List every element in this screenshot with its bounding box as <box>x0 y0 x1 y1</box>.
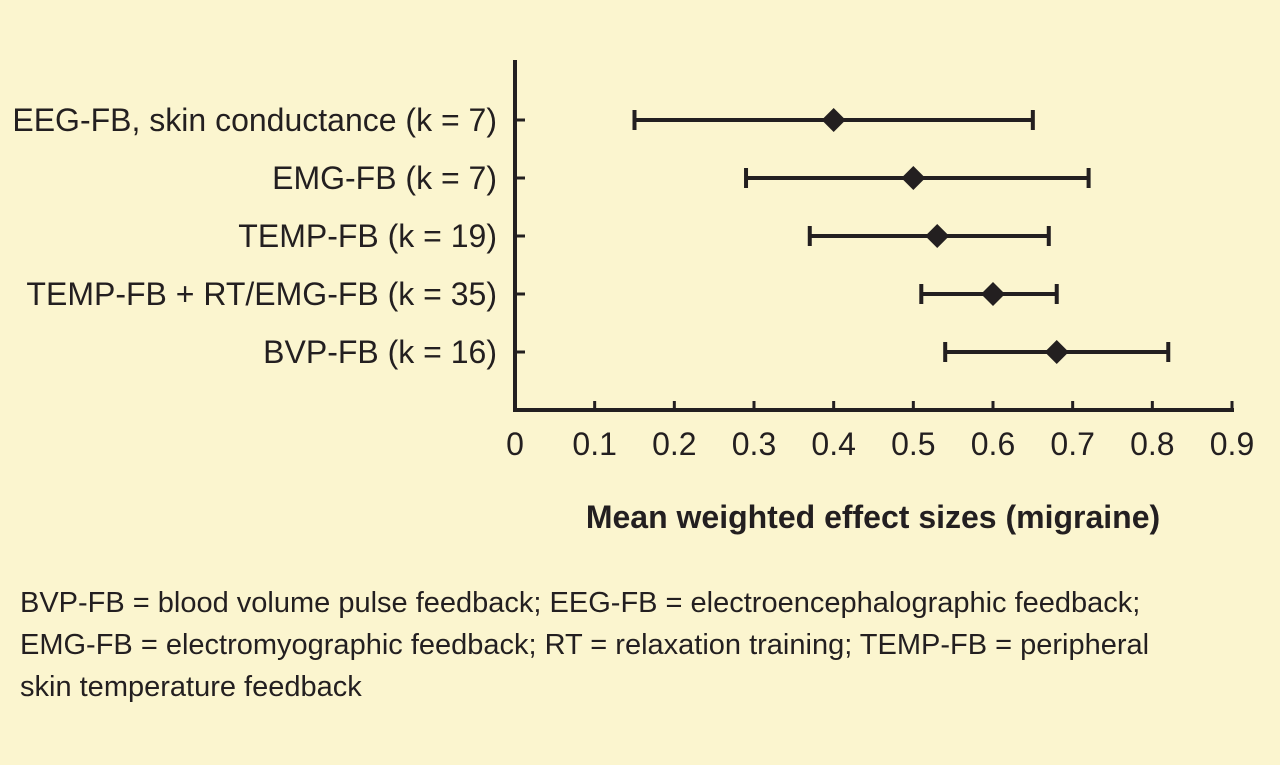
footnote-line: skin temperature feedback <box>20 671 362 703</box>
category-label: EEG-FB, skin conductance (k = 7) <box>12 102 497 138</box>
footnote: BVP-FB = blood volume pulse feedback; EE… <box>20 582 1270 708</box>
effect-size-marker <box>925 224 950 248</box>
category-label: BVP-FB (k = 16) <box>263 334 497 370</box>
x-tick-label: 0.7 <box>1050 426 1094 462</box>
x-tick-label: 0 <box>506 426 524 462</box>
x-tick-label: 0.5 <box>891 426 935 462</box>
category-label: EMG-FB (k = 7) <box>272 160 497 196</box>
forest-plot: 0 0.1 0.2 0.3 0.4 0.5 0.6 0.7 0.8 0.9 EEG-FB, ski… <box>12 60 1254 535</box>
effect-size-marker <box>981 282 1005 306</box>
x-tick-label: 0.6 <box>971 426 1015 462</box>
effect-size-marker <box>901 166 926 190</box>
x-tick-label: 0.8 <box>1130 426 1174 462</box>
x-axis-label: Mean weighted effect sizes (migraine) <box>586 499 1160 535</box>
x-tick-label: 0.4 <box>811 426 855 462</box>
effect-size-marker <box>821 108 846 132</box>
footnote-line: EMG-FB = electromyographic feedback; RT … <box>20 629 1150 661</box>
effect-size-marker <box>1044 340 1069 364</box>
axes: 0 0.1 0.2 0.3 0.4 0.5 0.6 0.7 0.8 0.9 <box>506 60 1254 462</box>
category-label: TEMP-FB (k = 19) <box>238 218 497 254</box>
x-tick-label: 0.3 <box>732 426 776 462</box>
x-tick-label: 0.9 <box>1210 426 1254 462</box>
x-tick-label: 0.1 <box>572 426 616 462</box>
plot-rows: EEG-FB, skin conductance (k = 7) EMG-FB (… <box>12 102 1171 370</box>
x-tick-label: 0.2 <box>652 426 696 462</box>
footnote-line: BVP-FB = blood volume pulse feedback; EE… <box>20 587 1141 619</box>
category-label: TEMP-FB + RT/EMG-FB (k = 35) <box>26 276 497 312</box>
